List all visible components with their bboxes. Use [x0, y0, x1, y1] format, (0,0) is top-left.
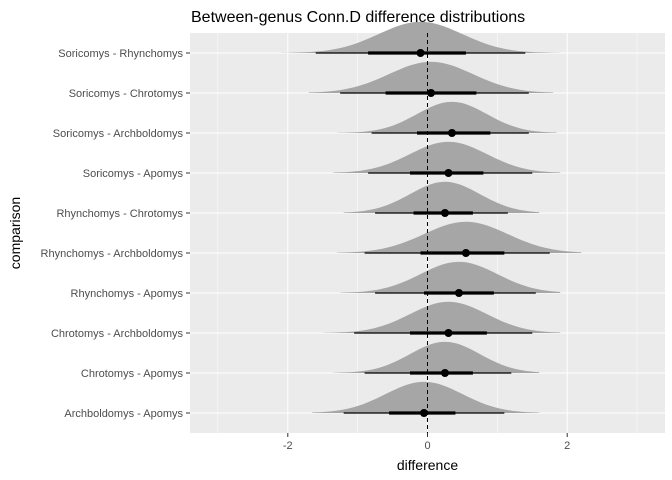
x-tick-label: -2	[283, 440, 293, 452]
median-point	[444, 169, 453, 177]
y-tick-label: Soricomys - Chrotomys	[69, 88, 184, 100]
x-tick-label: 2	[564, 440, 570, 452]
median-point	[416, 49, 425, 57]
median-point	[426, 89, 435, 97]
median-point	[454, 289, 463, 297]
y-axis-title: comparison	[7, 197, 23, 269]
y-tick-label: Chrotomys - Apomys	[81, 368, 184, 380]
density-chrotomys-apomys	[333, 341, 540, 373]
median-point	[461, 249, 470, 257]
y-tick-label: Soricomys - Archboldomys	[53, 128, 184, 140]
density-rhynchomys-archboldomys	[336, 221, 582, 253]
x-axis-title: difference	[397, 457, 458, 473]
median-point	[440, 209, 449, 217]
density-soricomys-chrotomys	[308, 61, 554, 93]
median-point	[440, 369, 449, 377]
density-soricomys-archboldomys	[336, 101, 557, 133]
median-point	[447, 129, 456, 137]
density-archboldomys-apomys	[312, 381, 540, 413]
x-tick-label: 0	[424, 440, 430, 452]
x-axis-ticks: -2 0 2	[283, 433, 570, 452]
y-tick-label: Soricomys - Rhynchomys	[58, 48, 183, 60]
density-rhynchomys-chrotomys	[343, 181, 540, 213]
y-tick-label: Soricomys - Apomys	[83, 168, 184, 180]
density-chrotomys-archboldomys	[322, 301, 561, 333]
density-soricomys-apomys	[333, 141, 561, 173]
density-layer	[280, 21, 582, 413]
interval-layer	[315, 49, 550, 417]
y-tick-label: Archboldomys - Apomys	[64, 408, 183, 420]
y-axis-ticks: Soricomys - Rhynchomys Soricomys - Chroto…	[41, 48, 190, 420]
y-tick-label: Rhynchomys - Chrotomys	[56, 208, 183, 220]
median-point	[444, 329, 453, 337]
density-rhynchomys-apomys	[340, 261, 561, 293]
chart-title: Between-genus Conn.D difference distribu…	[191, 9, 525, 26]
y-tick-label: Rhynchomys - Archboldomys	[41, 248, 184, 260]
y-tick-label: Rhynchomys - Apomys	[71, 288, 184, 300]
y-tick-label: Chrotomys - Archboldomys	[51, 328, 184, 340]
median-point	[420, 409, 429, 417]
density-soricomys-rhynchomys	[280, 21, 561, 53]
